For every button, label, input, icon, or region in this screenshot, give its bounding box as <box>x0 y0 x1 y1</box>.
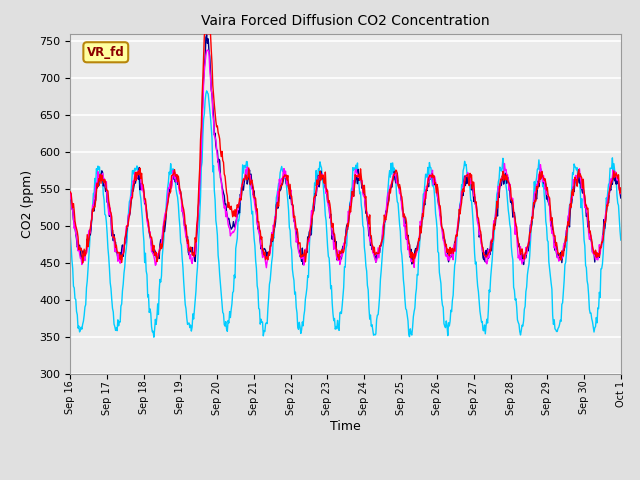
Y-axis label: CO2 (ppm): CO2 (ppm) <box>21 170 34 238</box>
Text: VR_fd: VR_fd <box>87 46 125 59</box>
Title: Vaira Forced Diffusion CO2 Concentration: Vaira Forced Diffusion CO2 Concentration <box>202 14 490 28</box>
X-axis label: Time: Time <box>330 420 361 433</box>
